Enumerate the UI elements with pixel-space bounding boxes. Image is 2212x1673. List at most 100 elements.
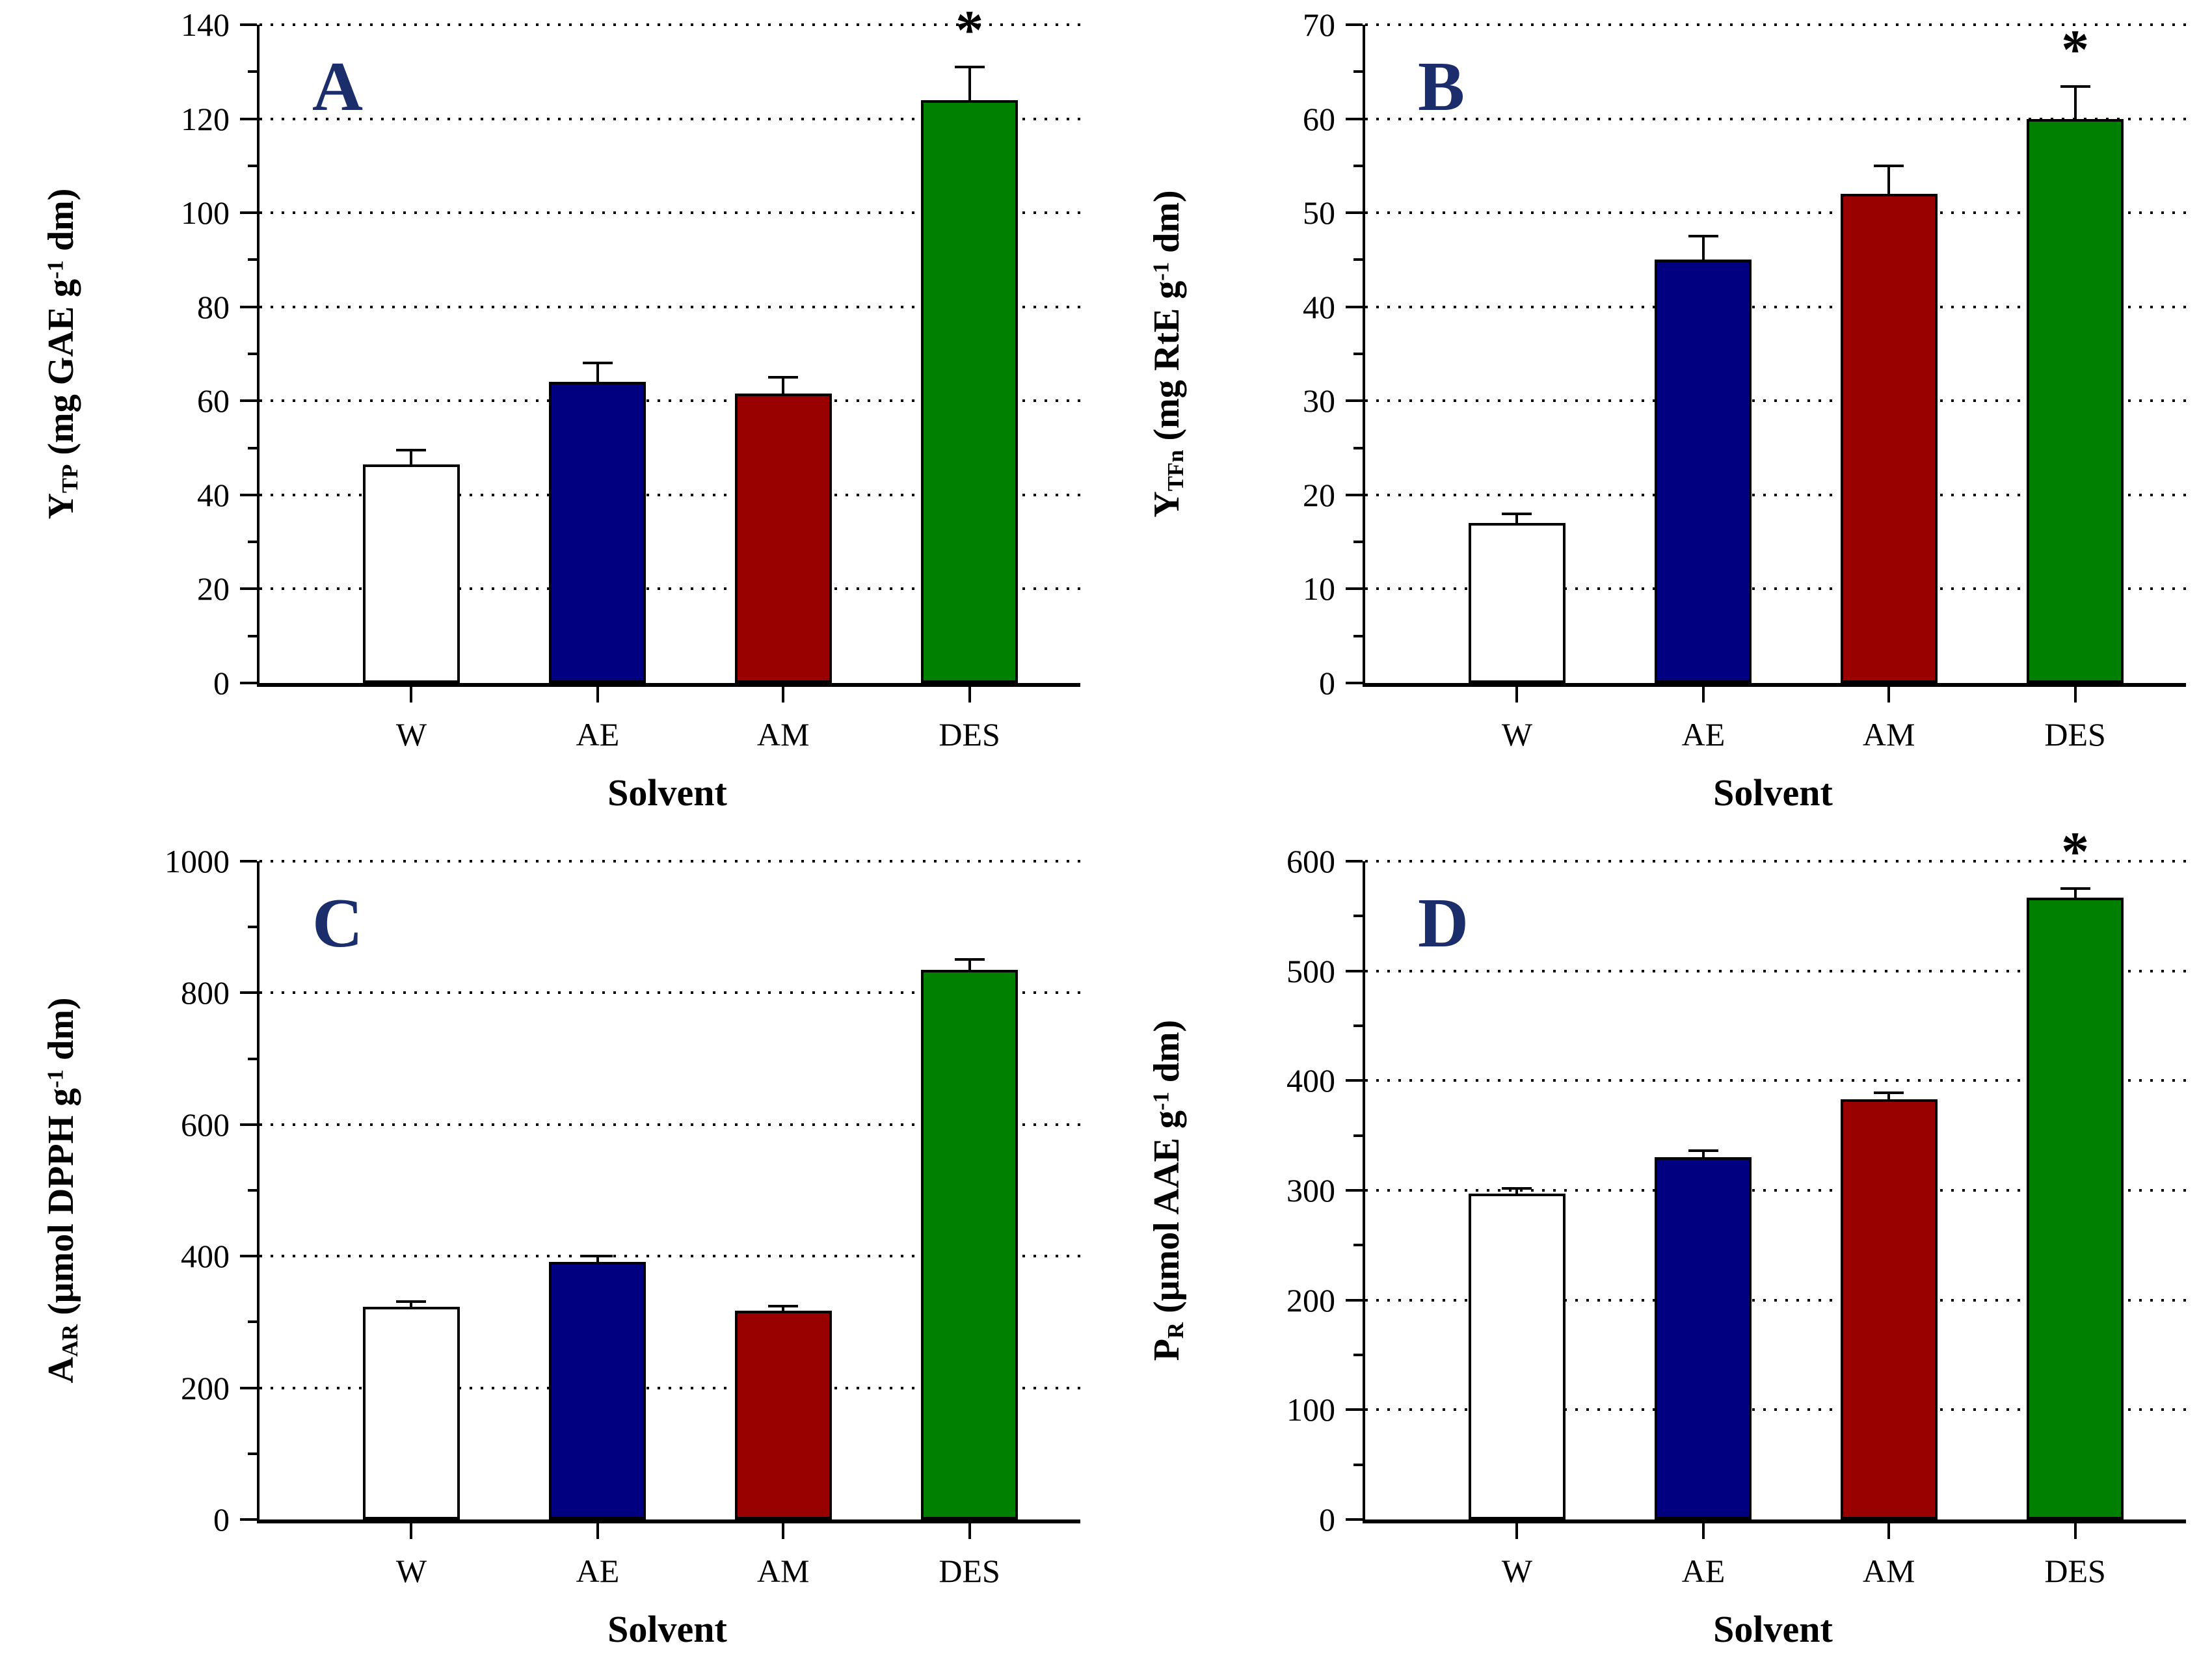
gridline-y40	[260, 493, 1080, 496]
gridline-y100	[1365, 1408, 2186, 1412]
y-minor-tick	[1353, 1024, 1363, 1027]
y-tick-label: 40	[197, 476, 230, 513]
y-minor-tick	[1353, 1463, 1363, 1466]
y-tick-label: 400	[1286, 1062, 1335, 1099]
y-unit-end: dm)	[40, 188, 81, 261]
x-tick	[1887, 1523, 1891, 1539]
y-subscript: R	[1163, 1322, 1189, 1339]
error-bar-cap	[1874, 164, 1904, 167]
y-minor-tick	[1353, 1134, 1363, 1137]
y-tick-label: 200	[1286, 1281, 1335, 1318]
y-axis-title-B: YTFn (mg RtE g-1 dm)	[1146, 190, 1189, 517]
y-tick-label: 800	[181, 974, 230, 1011]
error-bar-line	[782, 377, 785, 394]
y-tick-label: 20	[197, 570, 230, 608]
y-tick-label: 60	[1303, 100, 1335, 137]
y-unit-end: dm)	[40, 997, 81, 1069]
bar-W	[1469, 1194, 1566, 1519]
error-bar-cap	[582, 1255, 613, 1258]
error-bar-cap	[2060, 887, 2090, 890]
y-major-tick	[240, 305, 257, 308]
bar-AM	[734, 394, 832, 683]
y-major-tick	[240, 23, 257, 26]
y-tick-label: 0	[213, 1501, 230, 1538]
y-unit: (μmol DPPH g	[40, 1088, 81, 1324]
category-label-W: W	[1501, 716, 1533, 753]
y-axis-title-C: AAR (μmol DPPH g-1 dm)	[40, 998, 83, 1384]
category-label-DES: DES	[2044, 1553, 2106, 1589]
x-tick	[1515, 687, 1519, 703]
gridline-y400	[260, 1255, 1080, 1258]
y-subscript: AR	[57, 1324, 83, 1358]
y-minor-tick	[1353, 70, 1363, 74]
error-bar-line	[1887, 1092, 1891, 1099]
category-label-AE: AE	[1681, 1553, 1726, 1589]
y-minor-tick	[248, 446, 257, 449]
bar-AE	[549, 1262, 646, 1519]
y-tick-label: 70	[1303, 7, 1335, 43]
gridline-y30	[1365, 399, 2186, 403]
y-major-tick	[1346, 682, 1363, 684]
error-bar-cap	[768, 376, 799, 379]
x-axis-title-C: Solvent	[607, 1608, 727, 1650]
y-unit: (mg GAE g	[40, 278, 81, 464]
y-major-tick	[240, 1386, 257, 1389]
panel-A: 0 20 40 60 80 100 120 140 W AE AM * DES A YTP (mg GA…	[0, 0, 1106, 836]
y-major-tick	[240, 117, 257, 120]
gridline-y600	[260, 1123, 1080, 1126]
y-unit: (mg RtE g	[1146, 280, 1187, 450]
category-label-AM: AM	[756, 716, 810, 753]
gridline-y70	[1365, 23, 2186, 26]
error-bar-line	[782, 1306, 785, 1311]
y-unit: (μmol AAE g	[1146, 1110, 1187, 1322]
gridline-y20	[260, 587, 1080, 591]
y-tick-label: 10	[1303, 570, 1335, 608]
error-bar-line	[1701, 236, 1705, 260]
x-axis-title-D: Solvent	[1713, 1608, 1833, 1650]
y-minor-tick	[1353, 1244, 1363, 1247]
gridline-y500	[1365, 969, 2186, 972]
y-tick-label: 0	[213, 665, 230, 701]
gridline-y80	[260, 305, 1080, 308]
y-major-tick	[240, 493, 257, 496]
y-minor-tick	[248, 258, 257, 261]
y-tick-label: 30	[1303, 382, 1335, 420]
y-superscript: -1	[42, 260, 68, 279]
gridline-y60	[1365, 117, 2186, 120]
gridline-y1000	[260, 860, 1080, 863]
y-minor-tick	[1353, 446, 1363, 449]
bar-W	[1469, 523, 1566, 683]
error-bar-line	[596, 363, 599, 382]
x-tick	[1515, 1523, 1519, 1539]
x-tick	[782, 1523, 785, 1539]
category-label-DES: DES	[2044, 716, 2106, 753]
panel-letter-D: D	[1418, 885, 1469, 962]
y-minor-tick	[248, 1189, 257, 1192]
bar-DES	[2027, 118, 2124, 683]
error-bar-cap	[2060, 85, 2090, 88]
error-bar-cap	[396, 449, 427, 452]
y-tick-label: 400	[181, 1238, 230, 1275]
category-label-AE: AE	[1681, 716, 1726, 753]
error-bar-line	[596, 1256, 599, 1263]
y-superscript: -1	[1148, 261, 1174, 281]
gridline-y40	[1365, 305, 2186, 308]
gridline-y10	[1365, 587, 2186, 591]
y-major-tick	[1346, 1189, 1363, 1192]
y-unit-end: dm)	[1146, 190, 1187, 262]
y-tick-label: 500	[1286, 952, 1335, 989]
y-minor-tick	[248, 70, 257, 74]
significance-asterisk: *	[2061, 18, 2090, 81]
bar-W	[363, 464, 460, 683]
y-major-tick	[240, 1123, 257, 1126]
panel-C: 0 200 400 600 800 1000 W AE AM DES C AAR (μmol DP…	[0, 836, 1106, 1673]
y-tick-label: 0	[1319, 665, 1335, 701]
gridline-y200	[1365, 1298, 2186, 1302]
gridline-y50	[1365, 211, 2186, 215]
category-label-DES: DES	[939, 716, 1000, 753]
y-major-tick	[1346, 1298, 1363, 1302]
y-minor-tick	[248, 1320, 257, 1324]
error-bar-cap	[396, 1300, 427, 1304]
error-bar-line	[968, 67, 971, 100]
bar-AE	[1655, 1157, 1752, 1519]
